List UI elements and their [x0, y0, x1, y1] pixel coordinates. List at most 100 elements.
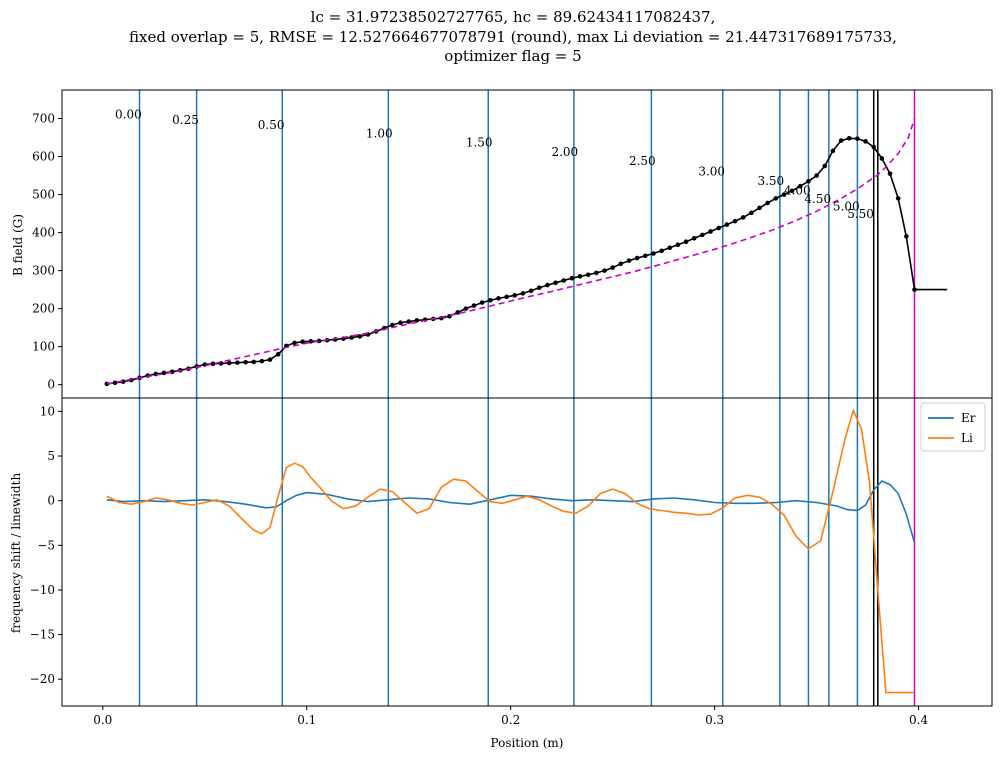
top-marker	[300, 339, 305, 345]
top-marker	[855, 136, 860, 141]
annotation-4: 1.50	[466, 135, 493, 149]
top-marker	[594, 270, 599, 276]
xtick-label: 0.2	[501, 713, 520, 727]
top-marker	[683, 239, 689, 245]
top-marker	[659, 248, 664, 254]
top-marker	[479, 300, 485, 305]
top-marker	[528, 288, 534, 294]
legend-label-li: Li	[961, 431, 973, 445]
top-marker	[895, 196, 901, 201]
top-ytick-label: 500	[32, 188, 55, 202]
annotation-8: 3.50	[757, 174, 784, 188]
annotation-5: 2.00	[551, 145, 578, 159]
top-marker	[292, 340, 297, 346]
bottom-ytick-label: −5	[37, 538, 55, 552]
top-marker	[455, 310, 460, 315]
top-ytick-label: 300	[32, 264, 55, 278]
bottom-series-er	[106, 480, 916, 543]
top-marker	[618, 261, 624, 267]
annotation-1: 0.25	[172, 113, 199, 127]
xtick-label: 0.0	[93, 713, 112, 727]
top-marker	[504, 294, 509, 300]
top-marker	[708, 229, 713, 234]
bottom-panel: 10 5 0 −5 −10 −15 −20 0.0 0.1 0.2 0.3 0.4 Er Li	[30, 397, 993, 727]
top-marker	[806, 178, 811, 184]
top-marker	[112, 380, 118, 386]
top-marker	[691, 235, 697, 241]
top-marker	[569, 275, 575, 281]
top-marker	[243, 359, 248, 365]
top-marker	[626, 258, 632, 264]
top-marker	[357, 334, 363, 339]
xtick-label: 0.1	[297, 713, 316, 727]
top-series-black-line-markers	[106, 137, 948, 385]
top-marker	[512, 293, 518, 298]
x-axis-label: Position (m)	[491, 736, 564, 750]
top-marker	[732, 218, 738, 224]
top-panel: 0 100 200 300 400 500 600 700 0.00 0.25 0.50 1.00 1.…	[32, 89, 993, 399]
top-marker	[561, 278, 567, 283]
top-marker	[912, 287, 917, 292]
top-marker	[553, 280, 558, 286]
top-marker	[259, 358, 265, 364]
bottom-series-li	[106, 408, 915, 694]
bottom-ytick-label: 5	[47, 449, 55, 463]
top-marker	[757, 205, 762, 211]
bottom-ytick-label: 0	[47, 494, 55, 508]
top-marker	[740, 215, 746, 220]
bottom-y-axis-label: frequency shift / linewidth	[9, 473, 23, 634]
top-marker	[789, 188, 795, 194]
top-marker	[724, 222, 730, 227]
top-marker	[749, 210, 754, 216]
xtick-label: 0.3	[705, 713, 724, 727]
top-marker	[602, 268, 607, 273]
legend: Er Li	[920, 402, 986, 452]
top-ytick-label: 700	[32, 112, 55, 126]
top-marker	[781, 192, 787, 197]
annotation-6: 2.50	[629, 154, 656, 168]
annotation-3: 1.00	[366, 127, 393, 141]
top-marker	[406, 319, 412, 324]
chart-title: lc = 31.97238502727765, hc = 89.62434117…	[129, 8, 897, 65]
top-ytick-label: 100	[32, 340, 55, 354]
top-marker	[830, 148, 836, 154]
top-marker	[104, 381, 110, 387]
top-marker	[414, 318, 420, 323]
top-marker	[634, 255, 640, 261]
top-marker	[716, 225, 722, 231]
bottom-ytick-label: −20	[30, 672, 55, 686]
annotation-11: 5.00	[833, 200, 860, 214]
top-marker	[651, 251, 656, 256]
top-marker	[536, 285, 542, 291]
top-marker	[675, 242, 681, 248]
top-marker	[210, 361, 216, 367]
top-marker	[496, 296, 501, 301]
xtick-label: 0.4	[909, 713, 928, 727]
top-marker	[773, 196, 779, 201]
top-marker	[308, 339, 314, 344]
top-marker	[887, 171, 893, 176]
top-plot-area	[104, 90, 948, 398]
annotation-2: 0.50	[258, 118, 285, 132]
bottom-plot-area	[106, 398, 916, 706]
top-marker	[545, 282, 550, 288]
top-ytick-label: 400	[32, 226, 55, 240]
top-marker	[251, 359, 257, 365]
top-marker	[161, 370, 167, 376]
top-marker	[235, 360, 240, 365]
top-marker	[871, 144, 877, 150]
top-marker	[577, 274, 583, 279]
top-frame	[61, 89, 993, 399]
bottom-frame	[61, 397, 993, 707]
top-marker	[267, 357, 273, 362]
top-marker	[765, 200, 770, 206]
bottom-ytick-label: 10	[40, 404, 55, 418]
top-marker	[846, 135, 852, 141]
top-ytick-label: 0	[47, 378, 55, 392]
annotation-12: 5.50	[847, 207, 874, 221]
top-ytick-label: 200	[32, 302, 55, 316]
top-marker	[814, 173, 819, 178]
top-marker	[863, 139, 868, 144]
annotation-7: 3.00	[698, 165, 725, 179]
top-marker	[520, 291, 526, 296]
